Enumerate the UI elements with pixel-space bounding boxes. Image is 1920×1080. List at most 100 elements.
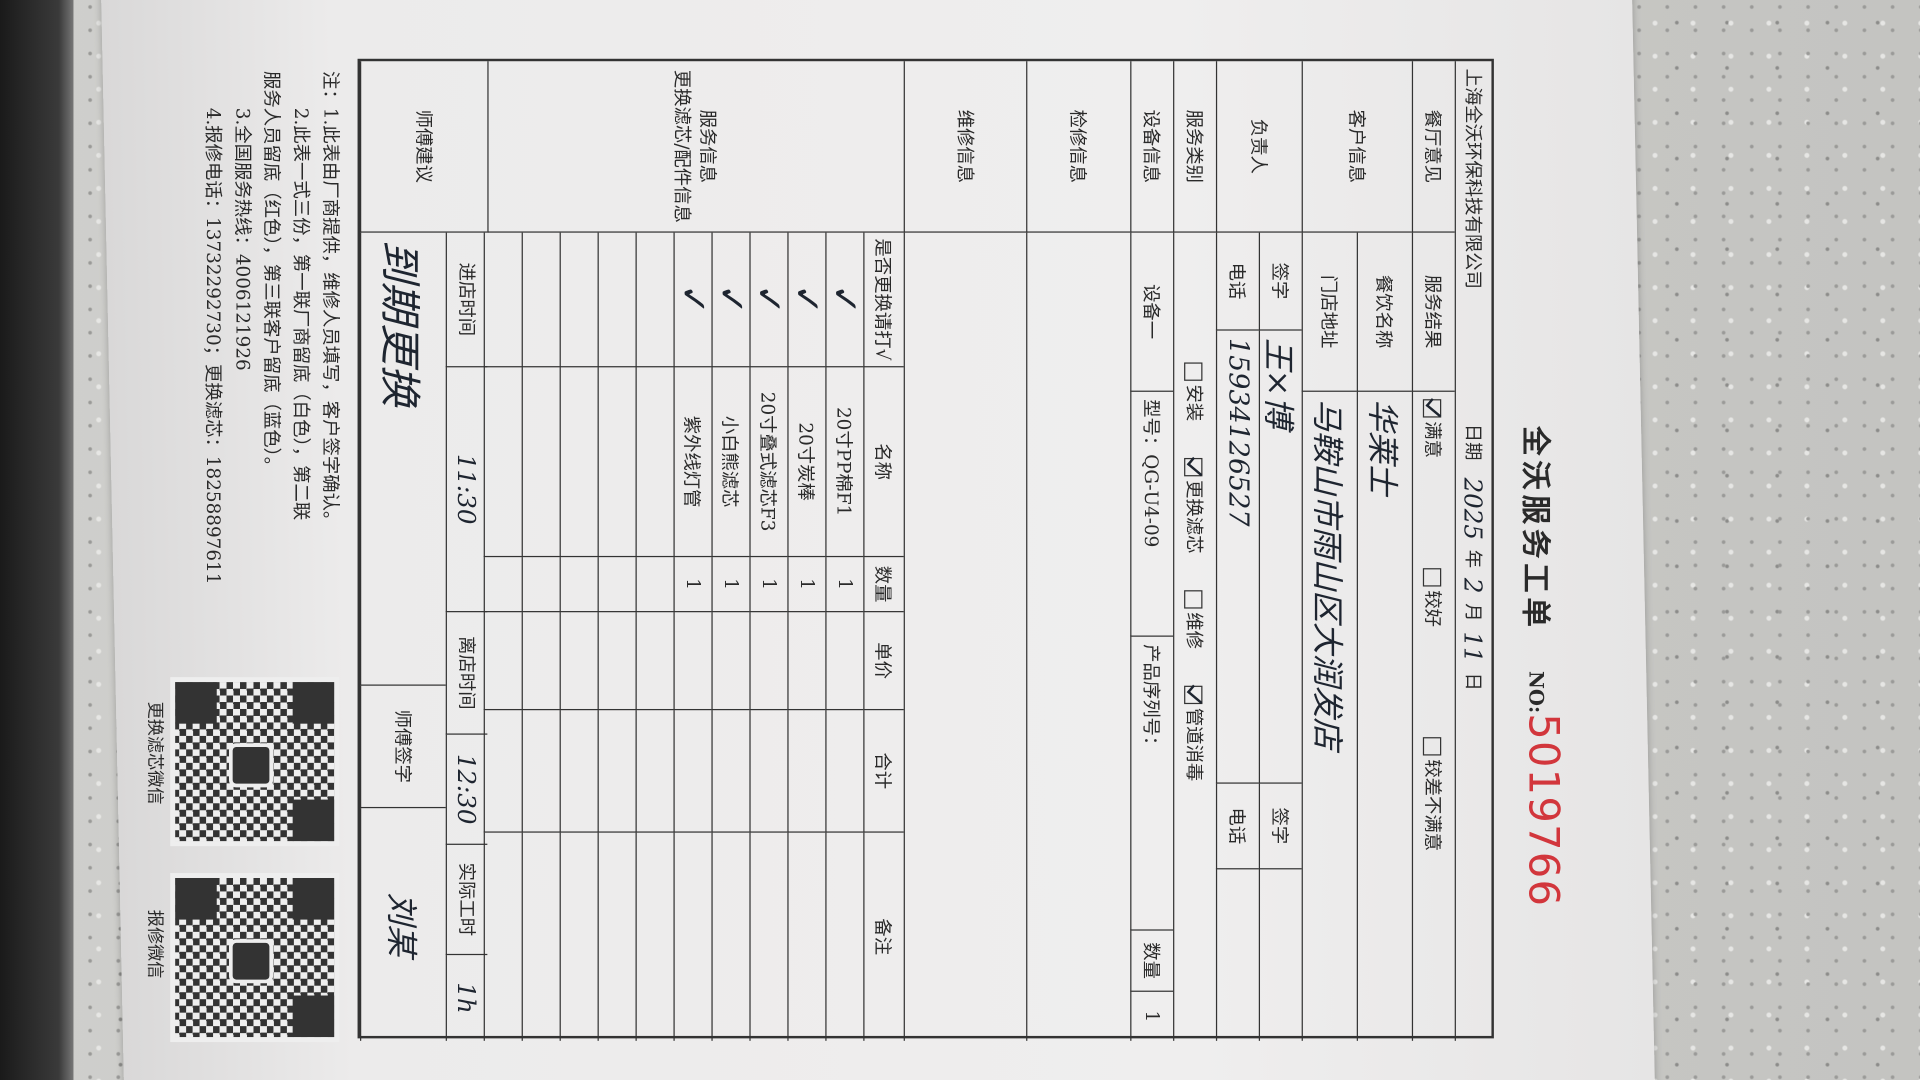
parts-check-cell[interactable]: ✓ <box>710 232 752 368</box>
parts-price-cell[interactable] <box>673 612 712 711</box>
parts-note-cell[interactable] <box>711 832 750 1041</box>
out-time-value[interactable]: 12:30 <box>445 734 488 845</box>
parts-total-cell[interactable] <box>635 710 674 833</box>
service-type-options: 安装 更换滤芯 维修 管道消毒 <box>1173 232 1216 1041</box>
parts-qty-cell: 1 <box>673 557 712 613</box>
parts-total-cell[interactable] <box>749 710 788 833</box>
parts-name-cell: 20寸炭棒 <box>787 367 826 558</box>
parts-note-cell[interactable] <box>559 832 598 1041</box>
parts-check-cell[interactable] <box>483 232 522 368</box>
parts-check-cell[interactable]: ✓ <box>823 232 866 368</box>
parts-total-cell[interactable] <box>825 710 864 833</box>
parts-price-cell[interactable] <box>597 612 636 711</box>
parts-total-cell[interactable] <box>597 710 636 833</box>
parts-note-cell[interactable] <box>483 832 522 1041</box>
parts-price-cell[interactable] <box>483 612 522 711</box>
parts-price-cell[interactable] <box>711 612 750 711</box>
parts-total-cell[interactable] <box>711 710 750 833</box>
wechat-icon <box>228 939 274 984</box>
checkbox-icon <box>1422 568 1442 587</box>
parts-note-cell[interactable] <box>635 832 674 1041</box>
parts-price-cell[interactable] <box>559 612 598 711</box>
parts-price-cell[interactable] <box>825 612 864 711</box>
parts-qty-cell: 1 <box>711 557 750 613</box>
parts-column-header: 数量 <box>863 557 904 613</box>
parts-column-header: 合计 <box>863 710 904 833</box>
qr-caption: 报修微信 <box>144 909 165 979</box>
parts-price-cell[interactable] <box>521 612 560 711</box>
month-unit: 月 <box>1462 603 1485 622</box>
note-line: 4.报修电话：13732292730；更换滤芯：18258897611 <box>202 107 225 585</box>
hours-label: 实际工时 <box>445 844 488 956</box>
restaurant-name-value[interactable]: 华莱士 <box>1356 391 1412 1041</box>
parts-check-cell[interactable] <box>521 232 560 368</box>
option-good[interactable]: 较好 <box>1421 568 1447 627</box>
parts-qty-cell <box>635 557 674 613</box>
inspection-label: 检修信息 <box>1026 61 1131 233</box>
phone-value-2[interactable] <box>1215 869 1259 1041</box>
option-label: 满意 <box>1422 421 1445 458</box>
parts-check-cell[interactable] <box>559 232 598 368</box>
parts-qty-cell <box>597 557 636 613</box>
opinion-label: 餐厅意见 <box>1411 61 1455 233</box>
type-install[interactable]: 安装 <box>1182 362 1208 421</box>
parts-note-cell[interactable] <box>521 832 560 1041</box>
parts-label-1: 服务信息 <box>697 109 720 184</box>
person-phone-value[interactable]: 15934126527 <box>1215 330 1259 784</box>
option-label: 安装 <box>1183 384 1206 422</box>
parts-check-cell[interactable]: ✓ <box>672 232 714 368</box>
company-row: 上海全沃环保科技有限公司 日期 2025 年 2 月 11 日 <box>1454 61 1492 1041</box>
out-time-label: 离店时间 <box>445 612 488 735</box>
advice-value[interactable]: 到期更换 <box>360 232 446 686</box>
parts-note-cell[interactable] <box>825 832 864 1041</box>
parts-check-cell[interactable]: ✓ <box>786 232 828 368</box>
repair-value[interactable] <box>903 232 1027 1041</box>
master-sign-value[interactable]: 刘某 <box>360 808 446 1041</box>
option-poor[interactable]: 较差不满意 <box>1421 737 1447 851</box>
type-repair[interactable]: 维修 <box>1182 590 1208 649</box>
service-type-label: 服务类别 <box>1173 61 1216 233</box>
type-filter-replace[interactable]: 更换滤芯 <box>1182 457 1208 554</box>
note-line: 3.全国服务热线：4006121926 <box>231 107 254 371</box>
hours-value[interactable]: 1h <box>445 955 488 1041</box>
parts-total-cell[interactable] <box>521 710 560 833</box>
parts-total-cell[interactable] <box>787 710 826 833</box>
parts-price-cell[interactable] <box>749 612 788 711</box>
option-label: 管道消毒 <box>1183 707 1206 782</box>
parts-total-cell[interactable] <box>673 710 712 833</box>
option-satisfied[interactable]: 满意 <box>1421 399 1447 458</box>
result-label: 服务结果 <box>1411 232 1455 392</box>
note-line: 服务人员留底（红色），第三联客户留底（蓝色）。 <box>260 71 283 476</box>
address-label: 门店地址 <box>1301 232 1357 392</box>
qr-code-filter-wechat[interactable] <box>170 677 340 847</box>
sign-value-2[interactable] <box>1258 869 1302 1041</box>
in-time-value[interactable]: 11:30 <box>445 367 488 613</box>
parts-note-cell[interactable] <box>673 832 712 1041</box>
person-sign-value[interactable]: 王×博 <box>1258 330 1302 784</box>
address-value[interactable]: 马鞍山市雨山区大润发店 <box>1301 391 1357 1041</box>
parts-column-header: 单价 <box>863 612 904 711</box>
parts-column-header: 备注 <box>863 832 904 1041</box>
parts-note-cell[interactable] <box>749 832 788 1041</box>
parts-total-cell[interactable] <box>559 710 598 833</box>
parts-check-cell[interactable] <box>597 232 636 368</box>
parts-note-cell[interactable] <box>787 832 826 1041</box>
device-qty-value: 1 <box>1130 991 1174 1041</box>
parts-name-cell: 20寸PP棉F1 <box>825 367 864 558</box>
parts-check-cell[interactable] <box>635 232 674 368</box>
inspection-value[interactable] <box>1026 232 1131 1041</box>
restaurant-name-label: 餐饮名称 <box>1356 232 1412 392</box>
parts-check-cell[interactable]: ✓ <box>748 232 790 368</box>
qr-code-repair-wechat[interactable] <box>170 873 340 1043</box>
type-pipe-disinfect[interactable]: 管道消毒 <box>1182 685 1208 782</box>
parts-price-cell[interactable] <box>787 612 826 711</box>
option-label: 较好 <box>1422 590 1445 627</box>
parts-price-cell[interactable] <box>635 612 674 711</box>
company-name: 上海全沃环保科技有限公司 <box>1462 68 1485 290</box>
phone-label-2: 电话 <box>1215 783 1259 870</box>
parts-note-cell[interactable] <box>597 832 636 1041</box>
dark-edge <box>0 0 74 1080</box>
parts-total-cell[interactable] <box>483 710 522 833</box>
parts-qty-cell <box>521 557 560 613</box>
